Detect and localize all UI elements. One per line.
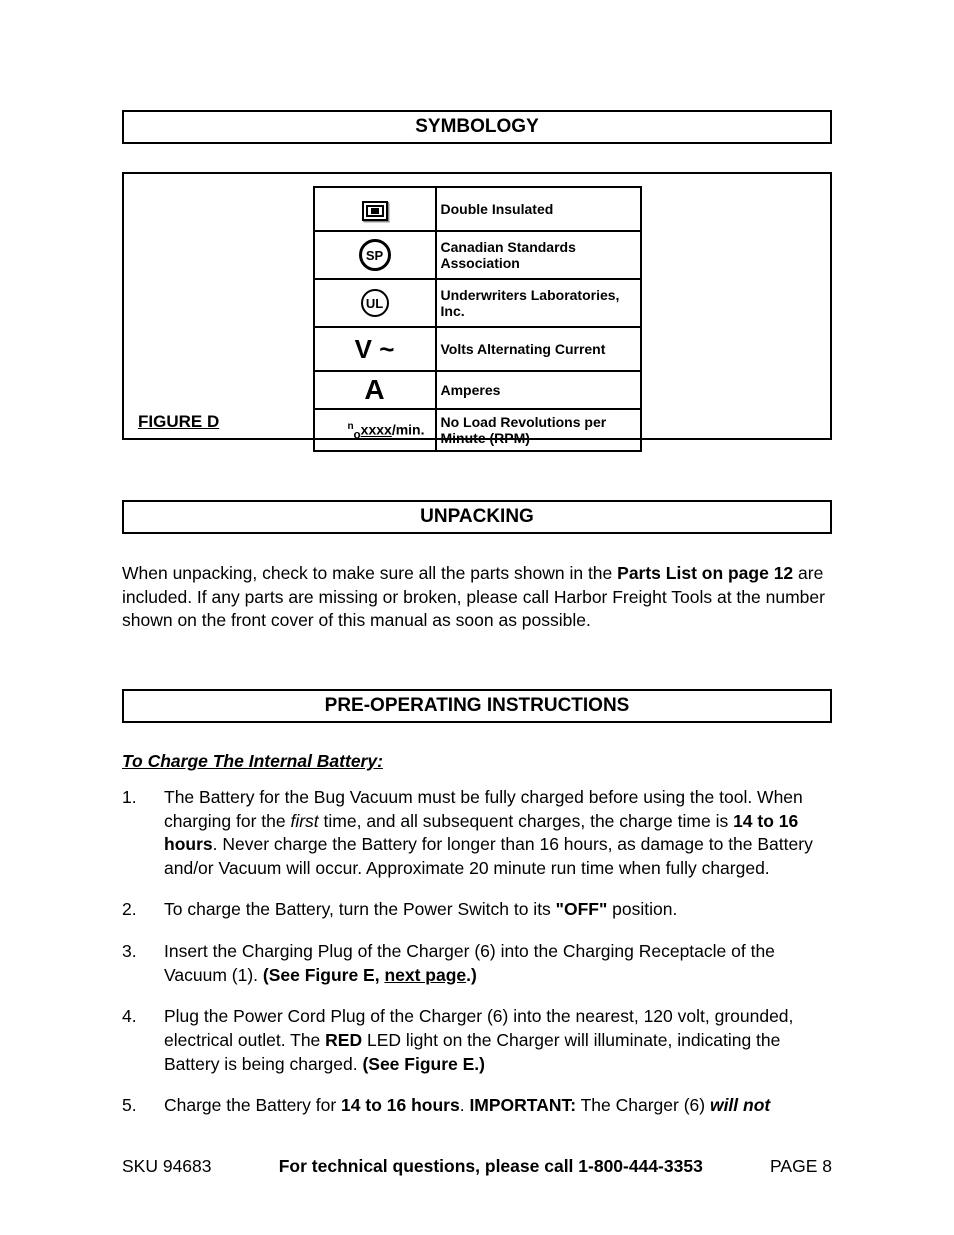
list-item-number: 1. xyxy=(122,786,164,881)
text-run: To charge the Battery, turn the Power Sw… xyxy=(164,899,556,919)
list-item: 1.The Battery for the Bug Vacuum must be… xyxy=(122,786,832,881)
symbol-desc: Underwriters Laboratories, Inc. xyxy=(436,279,641,327)
text-run: IMPORTANT: xyxy=(469,1095,576,1115)
footer-sku: SKU 94683 xyxy=(122,1156,212,1177)
rpm-icon: noxxxx/min. xyxy=(315,421,435,441)
symbol-desc: Amperes xyxy=(436,371,641,409)
footer-support: For technical questions, please call 1-8… xyxy=(279,1156,703,1177)
page: SYMBOLOGY Double Insulated SP Canadian S… xyxy=(0,0,954,1235)
list-item-text: The Battery for the Bug Vacuum must be f… xyxy=(164,786,832,881)
symbol-rpm: noxxxx/min. xyxy=(314,409,436,451)
double-insulated-icon xyxy=(362,201,388,221)
preop-subhead: To Charge The Internal Battery: xyxy=(122,751,832,772)
text-run: (See Figure E, xyxy=(263,965,385,985)
text-run: next page xyxy=(384,965,466,985)
unpacking-text-pre: When unpacking, check to make sure all t… xyxy=(122,563,617,583)
text-run: will not xyxy=(710,1095,770,1115)
text-run: first xyxy=(290,811,318,831)
preop-list: 1.The Battery for the Bug Vacuum must be… xyxy=(122,786,832,1118)
list-item-number: 3. xyxy=(122,940,164,987)
symbol-amperes: A xyxy=(314,371,436,409)
symbol-csa: SP xyxy=(314,231,436,279)
list-item-number: 2. xyxy=(122,898,164,922)
table-row: Double Insulated xyxy=(314,187,641,231)
text-run: RED xyxy=(325,1030,362,1050)
list-item-text: To charge the Battery, turn the Power Sw… xyxy=(164,898,832,922)
symbol-double-insulated xyxy=(314,187,436,231)
symbol-desc: Volts Alternating Current xyxy=(436,327,641,371)
symbol-ul: UL xyxy=(314,279,436,327)
text-run: 14 to 16 hours xyxy=(341,1095,460,1115)
text-run: position. xyxy=(607,899,677,919)
list-item: 3.Insert the Charging Plug of the Charge… xyxy=(122,940,832,987)
vac-icon: V ~ xyxy=(355,334,395,364)
unpacking-paragraph: When unpacking, check to make sure all t… xyxy=(122,562,832,633)
table-row: V ~ Volts Alternating Current xyxy=(314,327,641,371)
list-item: 5.Charge the Battery for 14 to 16 hours.… xyxy=(122,1094,832,1118)
table-row: UL Underwriters Laboratories, Inc. xyxy=(314,279,641,327)
symbol-desc: No Load Revolutions per Minute (RPM) xyxy=(436,409,641,451)
symbology-table: Double Insulated SP Canadian Standards A… xyxy=(313,186,642,452)
text-run: .) xyxy=(466,965,477,985)
list-item-text: Insert the Charging Plug of the Charger … xyxy=(164,940,832,987)
list-item-number: 5. xyxy=(122,1094,164,1118)
figure-label: FIGURE D xyxy=(138,412,219,432)
figure-d-box: Double Insulated SP Canadian Standards A… xyxy=(122,172,832,440)
list-item-number: 4. xyxy=(122,1005,164,1076)
rpm-min: /min. xyxy=(392,422,425,438)
text-run: "OFF" xyxy=(556,899,608,919)
rpm-o: o xyxy=(354,429,361,442)
text-run: . xyxy=(460,1095,470,1115)
text-run: time, and all subsequent charges, the ch… xyxy=(319,811,733,831)
amperes-icon: A xyxy=(364,374,384,405)
table-row: SP Canadian Standards Association xyxy=(314,231,641,279)
csa-icon: SP xyxy=(359,239,391,271)
rpm-xxxx: xxxx xyxy=(361,422,392,438)
text-run: Charge the Battery for xyxy=(164,1095,341,1115)
text-run: (See Figure E.) xyxy=(362,1054,485,1074)
list-item: 2.To charge the Battery, turn the Power … xyxy=(122,898,832,922)
text-run: The Charger (6) xyxy=(576,1095,710,1115)
table-row: noxxxx/min. No Load Revolutions per Minu… xyxy=(314,409,641,451)
preop-title: PRE-OPERATING INSTRUCTIONS xyxy=(122,689,832,723)
list-item-text: Plug the Power Cord Plug of the Charger … xyxy=(164,1005,832,1076)
symbol-desc: Canadian Standards Association xyxy=(436,231,641,279)
list-item-text: Charge the Battery for 14 to 16 hours. I… xyxy=(164,1094,832,1118)
symbol-vac: V ~ xyxy=(314,327,436,371)
page-footer: SKU 94683 For technical questions, pleas… xyxy=(122,1156,832,1177)
symbology-title: SYMBOLOGY xyxy=(122,110,832,144)
list-item: 4.Plug the Power Cord Plug of the Charge… xyxy=(122,1005,832,1076)
symbol-desc: Double Insulated xyxy=(436,187,641,231)
ul-icon: UL xyxy=(361,289,389,317)
footer-page: PAGE 8 xyxy=(770,1156,832,1177)
table-row: A Amperes xyxy=(314,371,641,409)
unpacking-parts-list: Parts List on page 12 xyxy=(617,563,793,583)
unpacking-title: UNPACKING xyxy=(122,500,832,534)
text-run: . Never charge the Battery for longer th… xyxy=(164,834,813,878)
